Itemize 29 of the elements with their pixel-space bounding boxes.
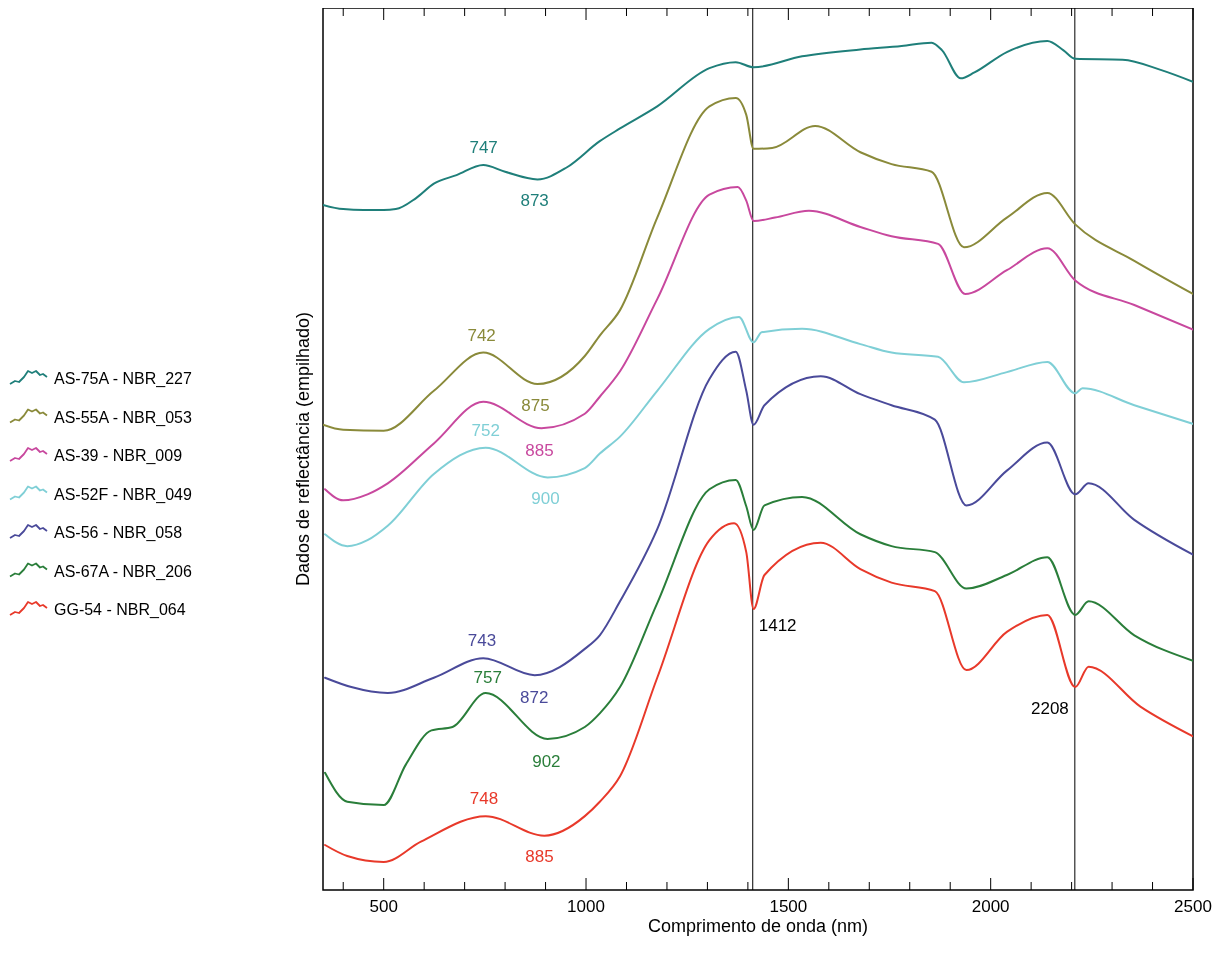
annotation: 872 (520, 688, 549, 708)
ref-line-label: 1412 (758, 615, 797, 635)
legend-label: AS-39 - NBR_009 (54, 447, 183, 465)
legend-label: AS-75A - NBR_227 (54, 370, 192, 388)
y-axis-title: Dados de reflectância (empilhado) (293, 311, 313, 587)
x-tick-label: 1000 (567, 897, 605, 916)
annotation: 757 (473, 667, 502, 687)
legend-label: AS-55A - NBR_053 (54, 408, 192, 427)
annotation: 885 (525, 441, 554, 461)
annotation: 885 (525, 846, 554, 866)
x-tick-label: 500 (369, 897, 398, 916)
annotation: 743 (467, 631, 497, 651)
ref-line-label: 2208 (1031, 699, 1069, 719)
annotation: 747 (469, 137, 498, 157)
annotation: 752 (471, 420, 500, 440)
annotation: 902 (532, 751, 561, 771)
legend-label: AS-56 - NBR_058 (54, 524, 183, 542)
legend-label: GG-54 - NBR_064 (54, 601, 186, 619)
annotation: 742 (467, 326, 496, 346)
x-tick-label: 2500 (1174, 897, 1212, 916)
x-axis-title: Comprimento de onda (nm) (647, 916, 869, 936)
x-tick-label: 1500 (769, 897, 808, 916)
annotation: 748 (469, 789, 499, 809)
annotation: 900 (531, 489, 560, 509)
annotation: 875 (521, 396, 550, 416)
legend-label: AS-52F - NBR_049 (54, 485, 192, 504)
x-tick-label: 2000 (971, 897, 1010, 916)
legend-label: AS-67A - NBR_206 (54, 562, 192, 581)
annotation: 873 (520, 191, 549, 211)
